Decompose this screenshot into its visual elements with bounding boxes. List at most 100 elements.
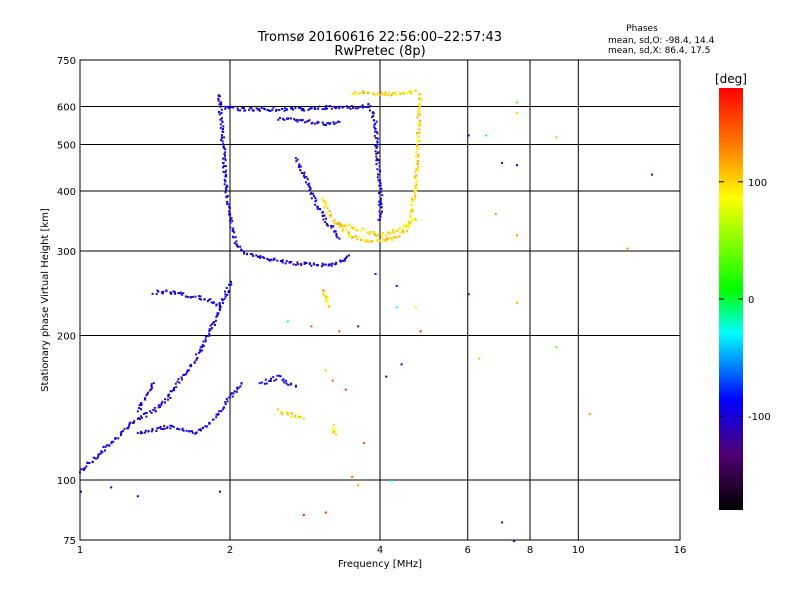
echo-point <box>321 262 324 265</box>
echo-point <box>112 440 115 443</box>
echo-point <box>178 428 181 431</box>
echo-point <box>316 207 319 210</box>
echo-point <box>249 106 252 109</box>
echo-point <box>378 210 381 213</box>
echo-point <box>233 242 236 245</box>
echo-point <box>330 107 333 110</box>
echo-point <box>199 346 202 349</box>
echo-point <box>373 126 376 129</box>
echo-point <box>375 239 378 242</box>
echo-point <box>204 340 207 343</box>
echo-point <box>239 385 242 388</box>
echo-point <box>391 229 394 232</box>
echo-point <box>306 178 309 181</box>
echo-point <box>224 290 226 293</box>
echo-point <box>391 231 394 234</box>
echo-point <box>233 390 236 393</box>
scatter-point <box>374 273 377 275</box>
echo-point <box>243 250 246 253</box>
echo-point <box>325 299 327 302</box>
echo-point <box>190 296 192 299</box>
echo-point <box>224 401 227 404</box>
echo-point <box>408 90 411 93</box>
echo-point <box>100 450 103 453</box>
echo-point <box>221 117 223 120</box>
echo-point <box>299 416 302 419</box>
echo-point <box>181 293 183 296</box>
echo-point <box>276 408 279 411</box>
echo-point <box>150 383 153 386</box>
echo-point <box>101 451 104 454</box>
echo-point <box>333 218 336 221</box>
echo-point <box>212 418 215 421</box>
echo-point <box>262 107 265 110</box>
echo-point <box>127 426 130 429</box>
echo-point <box>322 290 325 293</box>
echo-point <box>224 403 227 406</box>
echo-point <box>336 236 339 239</box>
chart-subtitle: RwPretec (8p) <box>334 44 425 59</box>
echo-point <box>182 292 185 295</box>
echo-point <box>417 113 420 116</box>
echo-point <box>343 258 346 261</box>
echo-point <box>228 203 231 206</box>
echo-point <box>199 428 202 431</box>
echo-point <box>419 119 422 122</box>
echo-point <box>198 297 201 300</box>
echo-point <box>209 298 212 301</box>
echo-point <box>322 123 325 126</box>
echo-point <box>379 182 382 185</box>
echo-point <box>85 465 88 468</box>
echo-point <box>294 263 297 266</box>
echo-point <box>252 254 255 257</box>
echo-point <box>369 231 372 234</box>
echo-point <box>232 106 235 109</box>
echo-point <box>157 427 160 429</box>
echo-point <box>376 176 379 179</box>
echo-point <box>232 236 235 239</box>
echo-point <box>394 236 397 239</box>
echo-point <box>373 134 376 137</box>
echo-point <box>318 105 321 108</box>
echo-point <box>356 107 359 110</box>
echo-point <box>195 358 198 361</box>
echo-point <box>417 134 419 137</box>
echo-point <box>380 203 383 206</box>
echo-point <box>366 106 369 108</box>
echo-point <box>159 405 162 408</box>
echo-point <box>321 121 324 124</box>
echo-point <box>86 462 89 465</box>
echo-point <box>208 330 211 333</box>
echo-point <box>182 429 185 432</box>
echo-point <box>403 92 406 95</box>
echo-point <box>269 110 272 112</box>
echo-point <box>199 295 202 298</box>
echo-point <box>222 157 225 160</box>
echo-point <box>219 118 222 121</box>
echo-point <box>364 239 367 242</box>
echo-point <box>228 213 230 216</box>
echo-point <box>211 327 213 330</box>
echo-point <box>220 111 223 114</box>
echo-point <box>379 216 382 218</box>
echo-point <box>293 118 296 121</box>
echo-point <box>163 424 166 427</box>
echo-point <box>255 254 258 257</box>
echo-point <box>323 108 326 111</box>
echo-point <box>363 228 366 231</box>
echo-point <box>417 148 420 151</box>
echo-point <box>335 234 338 237</box>
echo-point <box>224 107 227 110</box>
echo-point <box>375 146 378 149</box>
echo-point <box>325 105 328 107</box>
echo-point <box>161 292 164 295</box>
echo-point <box>228 396 231 399</box>
echo-point <box>326 207 329 210</box>
echo-point <box>325 201 327 204</box>
echo-point <box>244 109 247 112</box>
echo-point <box>223 297 226 300</box>
echo-point <box>303 261 306 264</box>
echo-point <box>88 462 91 464</box>
echo-point <box>335 433 338 436</box>
echo-point <box>417 166 420 169</box>
